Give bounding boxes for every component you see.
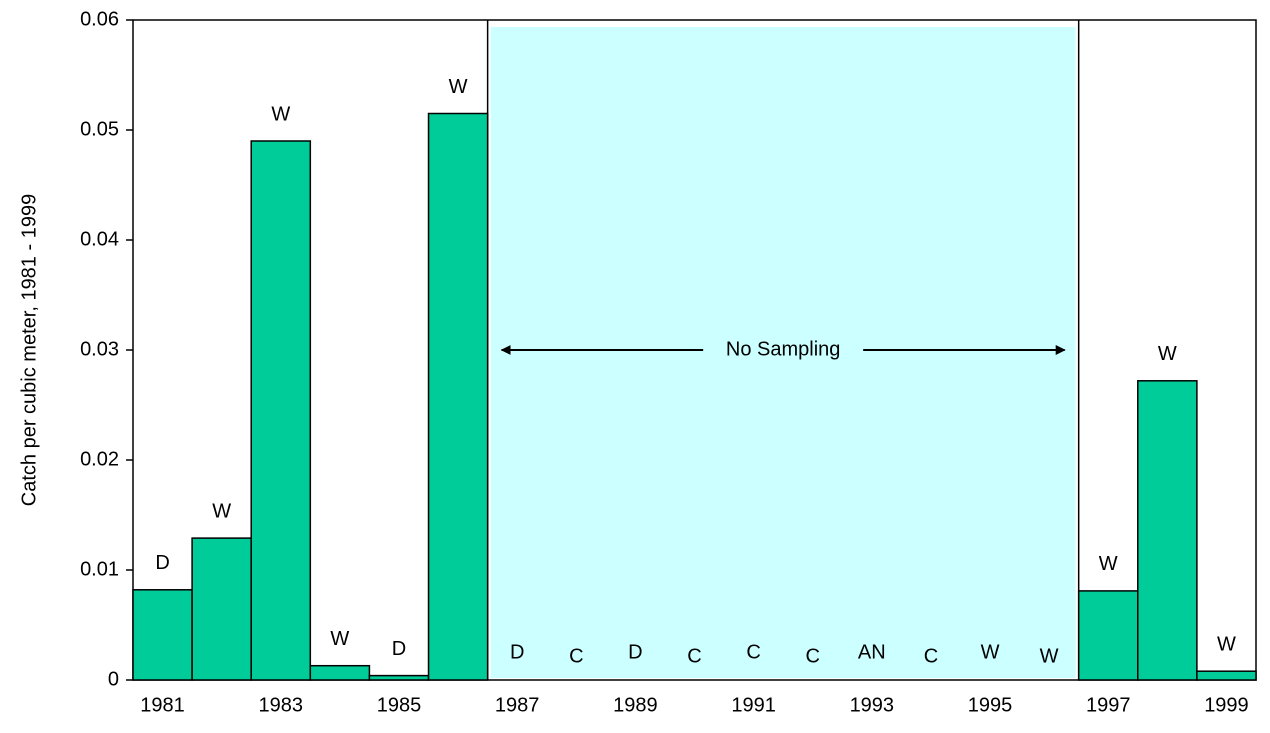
bar	[368, 674, 430, 681]
bar	[1137, 380, 1198, 681]
bar-label: C	[924, 645, 938, 667]
y-tick-label: 0.06	[80, 8, 119, 30]
x-tick-label: 1981	[140, 694, 185, 716]
bar	[309, 664, 371, 681]
x-tick-label: 1991	[731, 694, 776, 716]
y-tick-label: 0.02	[80, 448, 119, 470]
bar-label: D	[510, 641, 524, 663]
bar-label: W	[1158, 343, 1177, 365]
bar-label: AN	[858, 641, 886, 663]
y-tick-label: 0.03	[80, 338, 119, 360]
bar	[250, 140, 312, 681]
x-tick-label: 1995	[968, 694, 1013, 716]
y-tick-label: 0.05	[80, 118, 119, 140]
bar	[1077, 590, 1139, 681]
bar	[191, 537, 252, 681]
bar	[132, 589, 193, 681]
bar-label: W	[212, 500, 231, 522]
no-sampling-region	[490, 27, 1076, 678]
bar-label: C	[687, 645, 701, 667]
bar-label: C	[805, 645, 819, 667]
bar-label: W	[1217, 633, 1236, 655]
bar-label: D	[155, 552, 169, 574]
x-tick-label: 1999	[1204, 694, 1249, 716]
bar-label: W	[981, 641, 1000, 663]
y-axis-label: Catch per cubic meter, 1981 - 1999	[18, 194, 40, 506]
x-tick-label: 1997	[1086, 694, 1131, 716]
annotation: No Sampling	[726, 338, 841, 360]
bar-label: D	[392, 638, 406, 660]
y-tick-label: 0	[108, 668, 119, 690]
bar-label: D	[628, 641, 642, 663]
bar-label: W	[330, 628, 349, 650]
bar-label: C	[569, 645, 583, 667]
x-tick-label: 1987	[495, 694, 540, 716]
bar-label: W	[271, 103, 290, 125]
bar-label: W	[449, 76, 468, 98]
x-tick-label: 1983	[259, 694, 304, 716]
x-tick-label: 1989	[613, 694, 658, 716]
bar	[1196, 670, 1257, 681]
y-tick-label: 0.04	[80, 228, 119, 250]
x-tick-label: 1993	[850, 694, 895, 716]
bar	[427, 112, 489, 681]
y-tick-label: 0.01	[80, 558, 119, 580]
bar-label: W	[1040, 645, 1059, 667]
x-tick-label: 1985	[377, 694, 422, 716]
bar-label: C	[746, 641, 760, 663]
bar-label: W	[1099, 553, 1118, 575]
